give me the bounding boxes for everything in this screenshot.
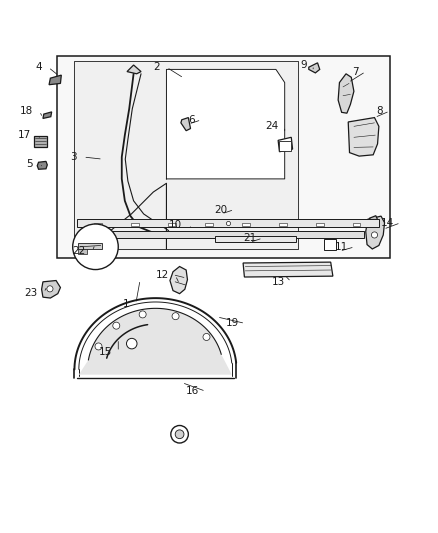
Circle shape bbox=[175, 430, 184, 439]
Text: 7: 7 bbox=[353, 67, 359, 77]
FancyBboxPatch shape bbox=[57, 56, 390, 258]
Polygon shape bbox=[37, 161, 47, 169]
Polygon shape bbox=[278, 138, 293, 152]
FancyBboxPatch shape bbox=[78, 243, 102, 249]
Text: 5: 5 bbox=[26, 159, 33, 168]
Polygon shape bbox=[369, 216, 378, 221]
Circle shape bbox=[127, 338, 137, 349]
FancyBboxPatch shape bbox=[316, 223, 324, 226]
Circle shape bbox=[113, 322, 120, 329]
Text: 23: 23 bbox=[24, 288, 37, 298]
FancyBboxPatch shape bbox=[324, 239, 336, 250]
Polygon shape bbox=[42, 280, 60, 298]
Polygon shape bbox=[74, 61, 298, 249]
FancyBboxPatch shape bbox=[131, 223, 139, 226]
Polygon shape bbox=[127, 65, 141, 74]
FancyBboxPatch shape bbox=[168, 223, 176, 226]
Text: 8: 8 bbox=[377, 106, 383, 116]
Polygon shape bbox=[166, 69, 285, 179]
Text: 4: 4 bbox=[35, 62, 42, 72]
Text: 19: 19 bbox=[226, 318, 239, 328]
FancyBboxPatch shape bbox=[215, 236, 296, 243]
Text: 17: 17 bbox=[18, 130, 31, 140]
Polygon shape bbox=[34, 136, 47, 147]
Text: 15: 15 bbox=[99, 347, 112, 357]
Polygon shape bbox=[348, 118, 379, 156]
Text: 1: 1 bbox=[123, 298, 129, 309]
Text: 16: 16 bbox=[186, 386, 199, 397]
FancyBboxPatch shape bbox=[205, 223, 213, 226]
Polygon shape bbox=[79, 309, 232, 375]
Text: 11: 11 bbox=[335, 242, 348, 252]
Circle shape bbox=[171, 425, 188, 443]
Polygon shape bbox=[100, 241, 103, 248]
Polygon shape bbox=[170, 266, 187, 294]
Polygon shape bbox=[366, 216, 385, 249]
Polygon shape bbox=[309, 63, 320, 73]
Polygon shape bbox=[43, 112, 52, 118]
Circle shape bbox=[139, 311, 146, 318]
Text: 20: 20 bbox=[215, 205, 228, 215]
Text: 9: 9 bbox=[300, 60, 307, 70]
Text: 24: 24 bbox=[265, 122, 278, 131]
Circle shape bbox=[47, 286, 53, 292]
FancyBboxPatch shape bbox=[77, 219, 379, 227]
FancyBboxPatch shape bbox=[78, 249, 87, 254]
Polygon shape bbox=[338, 74, 354, 113]
Polygon shape bbox=[243, 262, 333, 277]
Text: 14: 14 bbox=[381, 217, 394, 228]
Text: 3: 3 bbox=[70, 152, 77, 162]
Text: 22: 22 bbox=[72, 246, 85, 256]
FancyBboxPatch shape bbox=[279, 141, 291, 151]
Text: 10: 10 bbox=[169, 220, 182, 230]
FancyBboxPatch shape bbox=[94, 223, 102, 226]
Circle shape bbox=[73, 224, 118, 270]
Text: 18: 18 bbox=[20, 106, 33, 116]
Polygon shape bbox=[49, 75, 61, 85]
Text: 21: 21 bbox=[243, 233, 256, 243]
FancyBboxPatch shape bbox=[242, 223, 250, 226]
Text: 6: 6 bbox=[188, 115, 195, 125]
FancyBboxPatch shape bbox=[279, 223, 286, 226]
Text: 13: 13 bbox=[272, 277, 285, 287]
Circle shape bbox=[371, 232, 378, 238]
Text: 2: 2 bbox=[153, 62, 160, 72]
FancyBboxPatch shape bbox=[83, 231, 364, 238]
Circle shape bbox=[95, 343, 102, 350]
Polygon shape bbox=[181, 118, 191, 131]
FancyBboxPatch shape bbox=[353, 223, 360, 226]
Circle shape bbox=[172, 313, 179, 320]
Text: 12: 12 bbox=[155, 270, 169, 280]
Circle shape bbox=[203, 334, 210, 341]
